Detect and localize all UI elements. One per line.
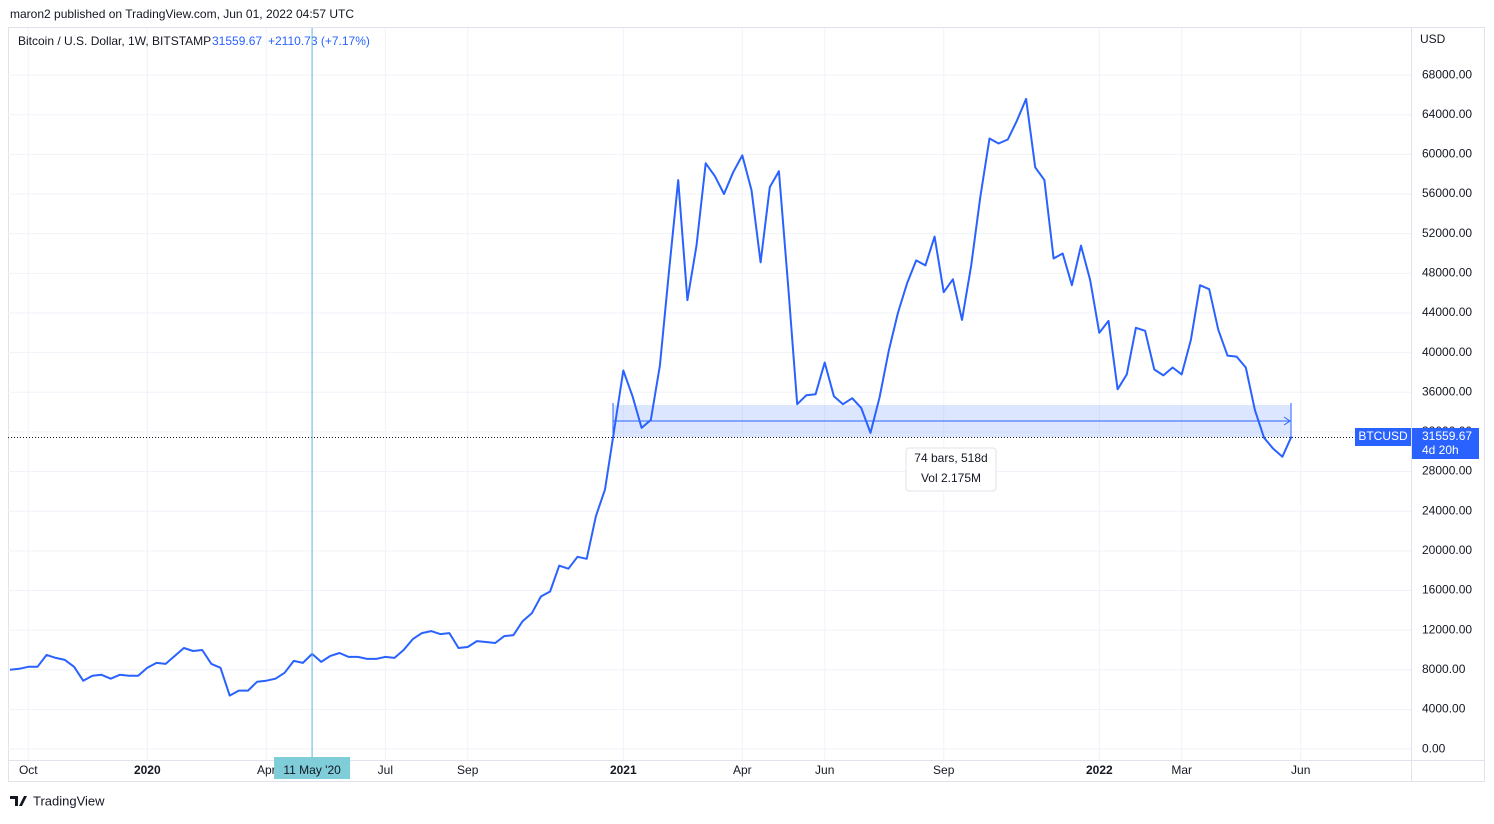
y-tick-label: 12000.00 <box>1422 622 1472 636</box>
crosshair-label: 11 May '20 <box>283 763 341 777</box>
symbol-label: BTCUSD <box>1358 429 1408 443</box>
footer: TradingView <box>33 793 105 808</box>
frame <box>8 27 1485 782</box>
legend-change: +2110.73 (+7.17%) <box>268 34 370 48</box>
x-tick-label: Oct <box>19 763 38 777</box>
y-tick-label: 64000.00 <box>1422 107 1472 121</box>
y-tick-label: 56000.00 <box>1422 186 1472 200</box>
x-tick-label: 2020 <box>134 763 161 777</box>
price-line <box>9 97 1293 697</box>
countdown: 4d 20h <box>1422 443 1459 457</box>
y-tick-label: 24000.00 <box>1422 503 1472 517</box>
x-tick-label: Jun <box>1291 763 1310 777</box>
y-tick-label: 8000.00 <box>1422 662 1466 676</box>
y-tick-label: 68000.00 <box>1422 67 1472 81</box>
measure-arrowhead <box>1283 416 1291 426</box>
x-tick-label: Sep <box>933 763 955 777</box>
x-tick-label: 2021 <box>610 763 637 777</box>
measure-bars: 74 bars, 518d <box>914 451 987 465</box>
symbol-label-box <box>1355 428 1411 446</box>
legend-title: Bitcoin / U.S. Dollar, 1W, BITSTAMP <box>18 34 211 48</box>
x-tick-label: Sep <box>457 763 479 777</box>
grid <box>8 28 1411 760</box>
x-tick-label: Jul <box>378 763 393 777</box>
y-tick-label: 0.00 <box>1422 741 1446 755</box>
y-tick-label: 28000.00 <box>1422 464 1472 478</box>
price-label-box <box>1412 428 1479 459</box>
y-tick-label: 60000.00 <box>1422 147 1472 161</box>
x-tick-label: Apr <box>257 763 276 777</box>
y-tick-label: 4000.00 <box>1422 702 1466 716</box>
y-tick-label: 36000.00 <box>1422 384 1472 398</box>
x-tick-label: Jun <box>815 763 834 777</box>
y-unit: USD <box>1420 32 1446 46</box>
y-tick-label: 20000.00 <box>1422 543 1472 557</box>
y-tick-label: 16000.00 <box>1422 583 1472 597</box>
y-tick-label: 44000.00 <box>1422 305 1472 319</box>
price-label: 31559.67 <box>1422 429 1472 443</box>
y-tick-label: 40000.00 <box>1422 345 1472 359</box>
y-tick-label: 52000.00 <box>1422 226 1472 240</box>
crosshair-label-box <box>274 757 351 779</box>
logo <box>10 796 27 806</box>
measure-label-box <box>905 447 997 492</box>
legend-price: 31559.67 <box>212 34 262 48</box>
y-tick-label: 48000.00 <box>1422 265 1472 279</box>
measure-volume: Vol 2.175M <box>921 471 981 485</box>
x-tick-label: 2022 <box>1086 763 1113 777</box>
x-tick-label: Mar <box>1171 763 1192 777</box>
header: maron2 published on TradingView.com, Jun… <box>10 7 354 21</box>
x-tick-label: Apr <box>733 763 752 777</box>
